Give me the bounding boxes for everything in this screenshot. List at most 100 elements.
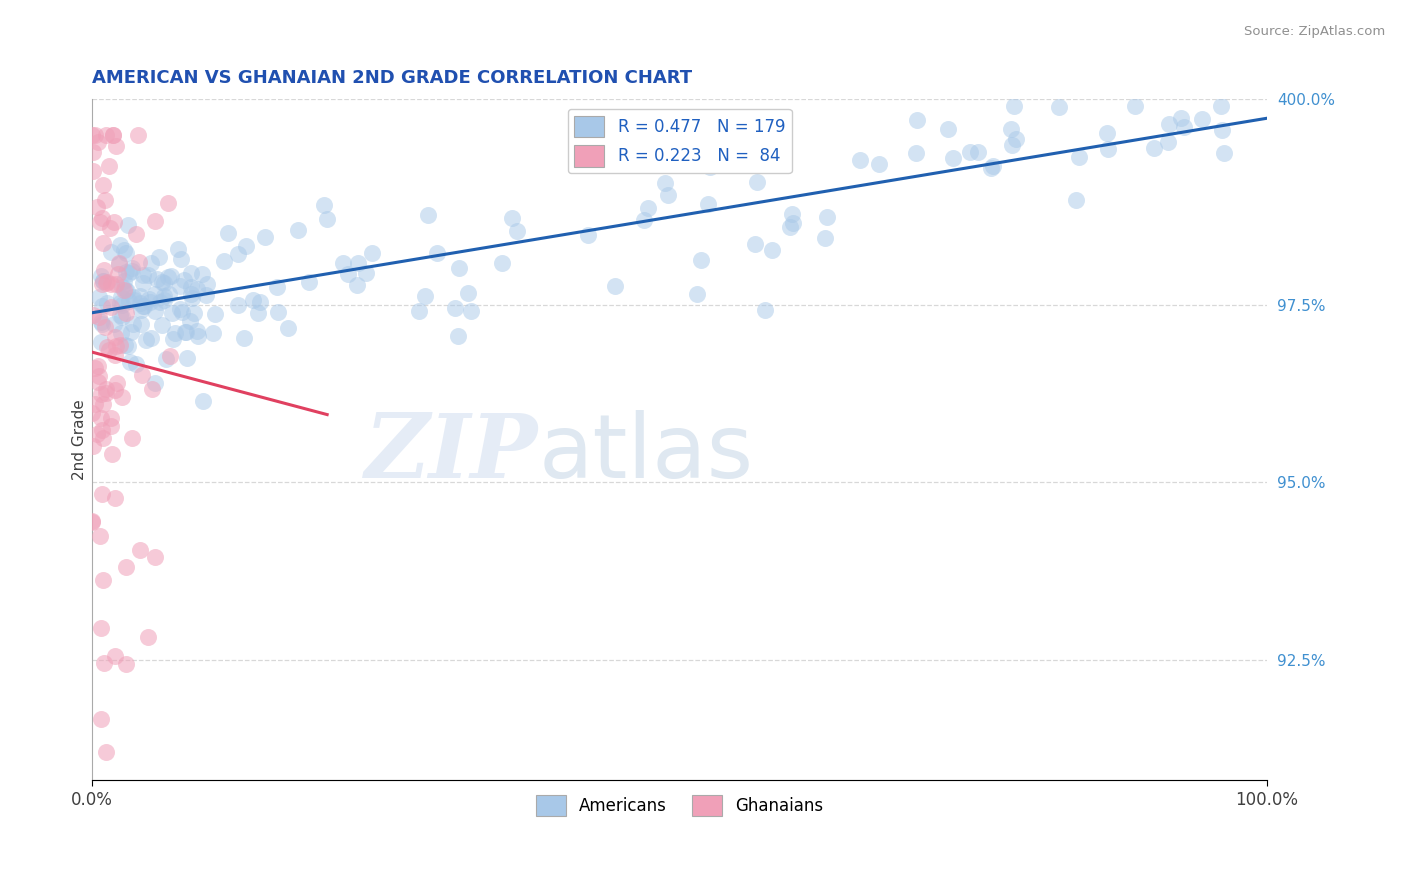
Point — [186, 282, 208, 296]
Point — [744, 237, 766, 252]
Point — [104, 491, 127, 505]
Point — [156, 270, 179, 285]
Point — [179, 314, 201, 328]
Point — [90, 300, 112, 314]
Point — [169, 301, 191, 316]
Point — [761, 244, 783, 258]
Point — [312, 198, 335, 212]
Point — [86, 200, 108, 214]
Point — [173, 273, 195, 287]
Point — [153, 277, 176, 291]
Point — [115, 306, 138, 320]
Point — [654, 176, 676, 190]
Point — [1211, 123, 1233, 137]
Point — [84, 397, 107, 411]
Point — [110, 290, 132, 304]
Point — [180, 287, 202, 301]
Point — [1209, 99, 1232, 113]
Point — [447, 329, 470, 343]
Point — [122, 317, 145, 331]
Point — [118, 266, 141, 280]
Point — [1000, 122, 1022, 136]
Point — [120, 325, 142, 339]
Point — [110, 297, 132, 311]
Point — [162, 332, 184, 346]
Point — [249, 294, 271, 309]
Point — [605, 278, 627, 293]
Point — [169, 252, 191, 266]
Point — [849, 153, 872, 167]
Point — [195, 288, 218, 302]
Point — [287, 223, 309, 237]
Point — [413, 289, 436, 303]
Point — [959, 145, 981, 159]
Point — [332, 256, 354, 270]
Point — [114, 265, 136, 279]
Point — [96, 745, 118, 759]
Point — [127, 128, 149, 142]
Point — [94, 276, 117, 290]
Point — [110, 296, 132, 310]
Point — [266, 280, 288, 294]
Point — [138, 292, 160, 306]
Point — [813, 231, 835, 245]
Point — [98, 221, 121, 235]
Point — [90, 268, 112, 283]
Point — [87, 375, 110, 389]
Point — [457, 286, 479, 301]
Point — [149, 295, 172, 310]
Point — [129, 296, 152, 310]
Point — [316, 212, 339, 227]
Point — [115, 657, 138, 671]
Point — [253, 229, 276, 244]
Point — [782, 216, 804, 230]
Point — [769, 140, 792, 154]
Point — [143, 550, 166, 565]
Point — [129, 302, 152, 317]
Point — [1064, 193, 1087, 207]
Point — [104, 330, 127, 344]
Point — [82, 514, 104, 528]
Point — [157, 287, 180, 301]
Point — [128, 542, 150, 557]
Point — [132, 276, 155, 290]
Point — [180, 266, 202, 280]
Point — [150, 318, 173, 332]
Point — [699, 160, 721, 174]
Point — [354, 266, 377, 280]
Point — [501, 211, 523, 225]
Point — [94, 382, 117, 396]
Point — [121, 261, 143, 276]
Point — [191, 267, 214, 281]
Point — [159, 349, 181, 363]
Point — [82, 163, 104, 178]
Point — [183, 305, 205, 319]
Point — [191, 393, 214, 408]
Point — [94, 193, 117, 207]
Point — [108, 338, 131, 352]
Point — [87, 310, 110, 325]
Point — [89, 529, 111, 543]
Point — [91, 274, 114, 288]
Point — [170, 305, 193, 319]
Point — [114, 282, 136, 296]
Point — [90, 315, 112, 329]
Point — [110, 308, 132, 322]
Point — [780, 207, 803, 221]
Point — [361, 245, 384, 260]
Point — [83, 128, 105, 142]
Point — [1173, 120, 1195, 134]
Point — [145, 214, 167, 228]
Point — [108, 257, 131, 271]
Point — [152, 276, 174, 290]
Point — [217, 226, 239, 240]
Point — [104, 277, 127, 292]
Point — [91, 274, 114, 288]
Point — [82, 439, 104, 453]
Point — [169, 278, 191, 293]
Point — [346, 278, 368, 293]
Point — [98, 343, 121, 357]
Point — [121, 431, 143, 445]
Point — [204, 307, 226, 321]
Point — [124, 293, 146, 308]
